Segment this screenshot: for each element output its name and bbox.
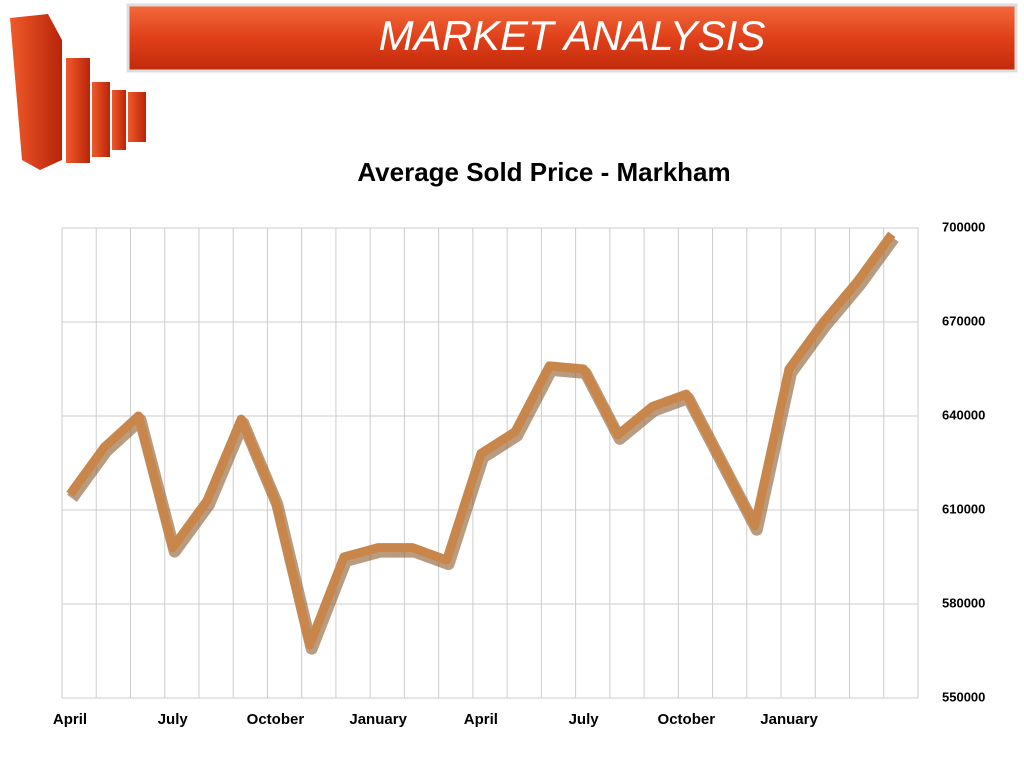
x-tick-label: January [349,711,407,728]
y-tick-label: 610000 [942,501,985,516]
y-tick-label: 580000 [942,595,985,610]
x-tick-label: October [658,711,716,728]
y-tick-label: 700000 [942,219,985,234]
x-tick-label: July [158,711,189,728]
y-tick-label: 640000 [942,407,985,422]
x-tick-label: April [464,711,498,728]
x-tick-label: October [247,711,305,728]
header-bar [126,3,1018,73]
x-tick-label: July [569,711,600,728]
plot-area [61,227,919,699]
header-title: MARKET ANALYSIS [379,12,766,59]
y-tick-label: 670000 [942,313,985,328]
data-line [66,231,896,650]
logo-icon [10,14,146,170]
x-tick-label: April [53,711,87,728]
chart-title: Average Sold Price - Markham [357,157,730,187]
y-tick-label: 550000 [942,689,985,704]
x-tick-label: January [760,711,818,728]
